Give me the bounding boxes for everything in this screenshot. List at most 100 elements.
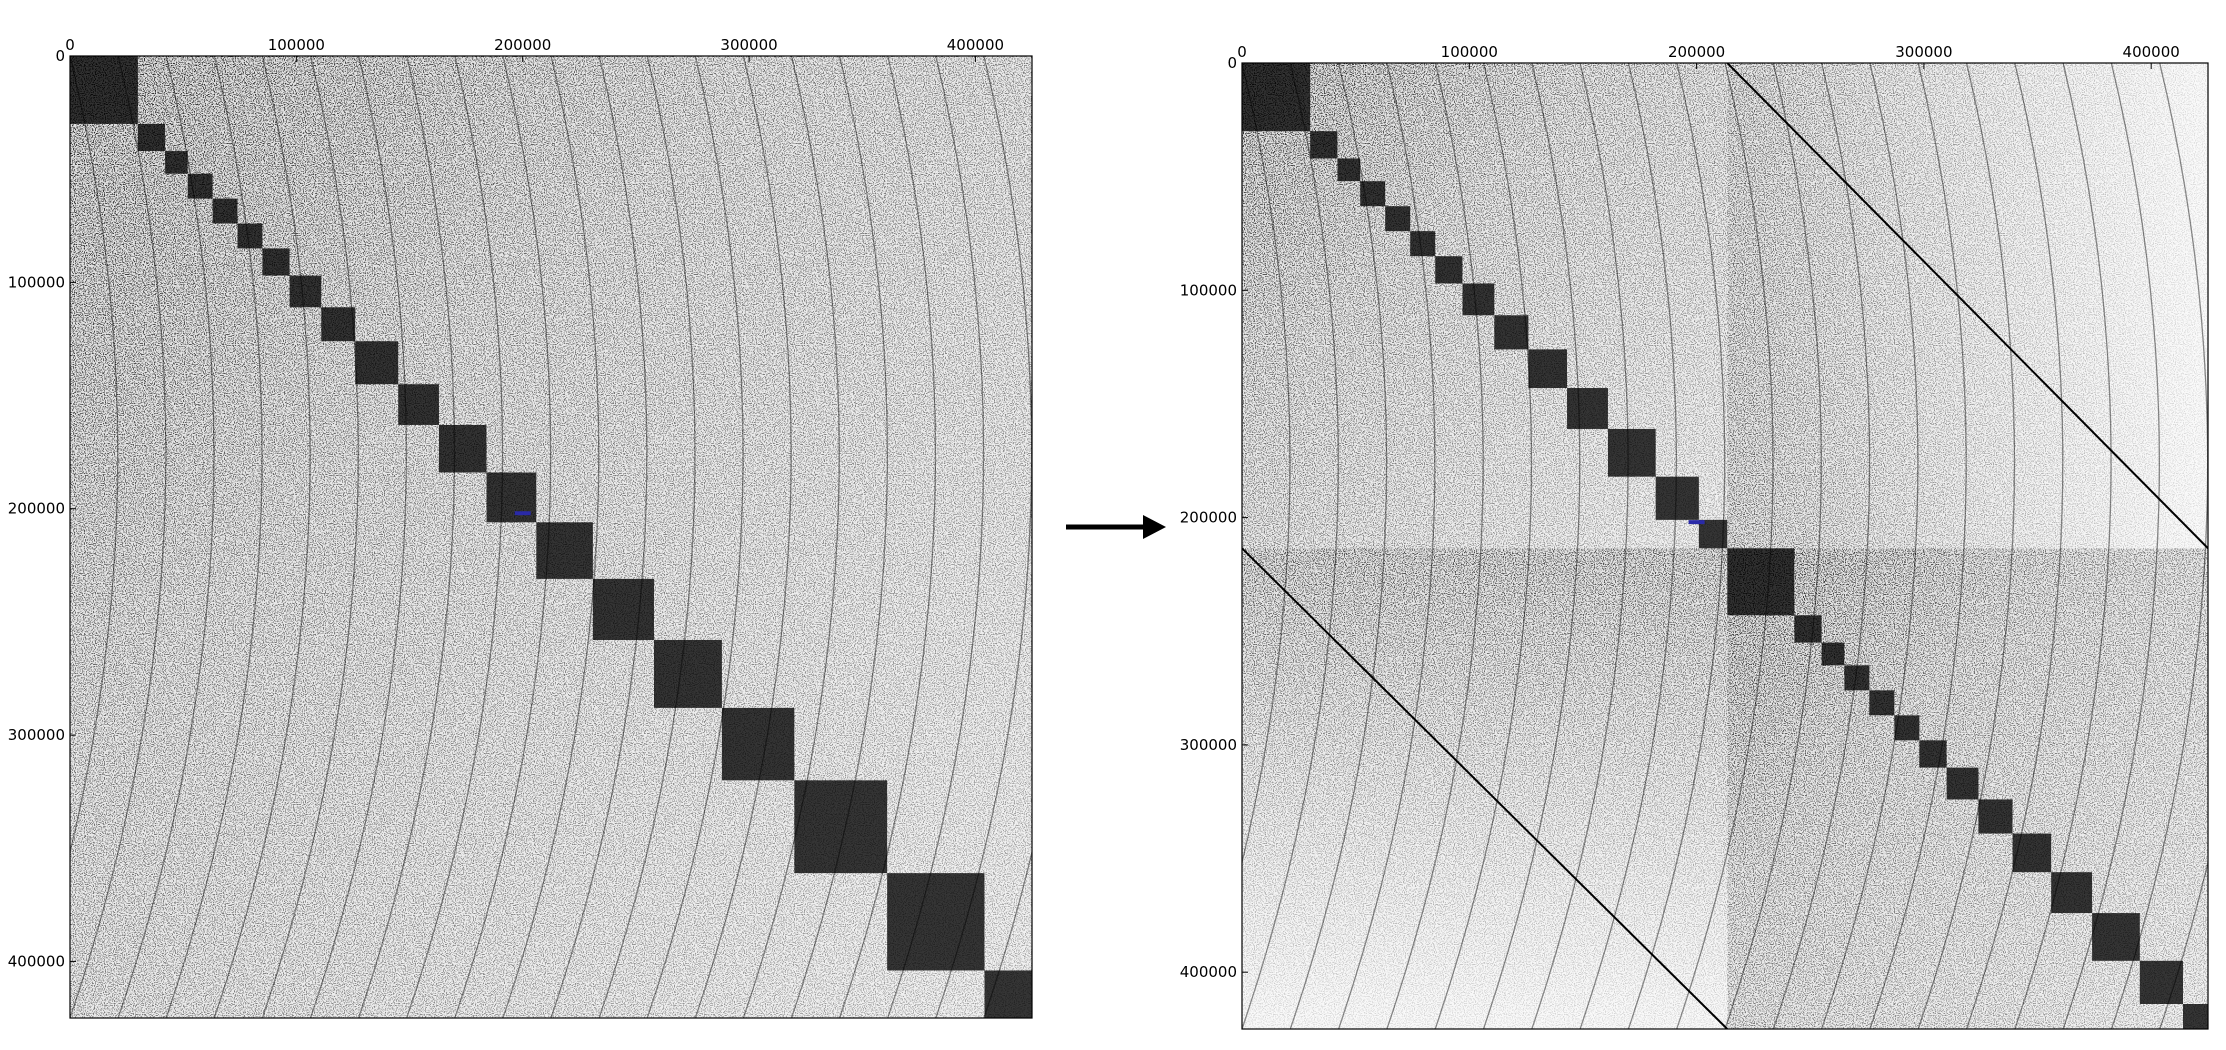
streak-line [742, 56, 840, 1018]
diagonal-block [794, 780, 888, 874]
diagonal-block [1337, 158, 1361, 182]
diagonal-block [237, 223, 263, 249]
diagonal-block [536, 522, 593, 579]
y-tick-label: 400000 [1180, 963, 1237, 981]
diagonal-block [653, 639, 722, 708]
x-tick-label: 200000 [494, 36, 551, 54]
streak-line [357, 56, 456, 1018]
diagonal-block [887, 873, 985, 971]
diagonal-block [1844, 665, 1870, 691]
streak-line [1434, 63, 1533, 1029]
streak-line [1869, 63, 1967, 1029]
diagonal-block [137, 123, 166, 152]
axes-frame [1241, 62, 2209, 1030]
diagonal-block [212, 198, 238, 224]
blue-marker [514, 511, 531, 516]
y-tick-label: 300000 [1180, 736, 1237, 754]
x-tick-label: 100000 [1441, 43, 1498, 61]
y-tick-label: 200000 [1180, 509, 1237, 527]
diagonal-block [1310, 131, 1338, 159]
diagonal-block [1869, 690, 1895, 716]
diagonal-block [1242, 63, 1311, 132]
diagonal-block [438, 424, 487, 473]
streak-line [213, 56, 311, 1018]
streak-line [1965, 63, 2064, 1029]
diagonal-block [592, 578, 654, 640]
off-diagonal-line [1242, 547, 1728, 1029]
streak-line [1772, 63, 1871, 1029]
y-tick-label: 0 [55, 47, 65, 65]
diagonal-block [1978, 799, 2013, 834]
x-tick-label: 300000 [720, 36, 777, 54]
streak-line [1386, 63, 1484, 1029]
diagonal-block [1727, 548, 1795, 616]
diagonal-block [1607, 428, 1656, 477]
streak-line [502, 56, 600, 1018]
streak-line [983, 56, 1032, 1018]
streak-line [790, 56, 889, 1018]
diagonal-block [1528, 349, 1568, 389]
streak-line [646, 56, 744, 1018]
diagonal-block [1946, 767, 1979, 800]
streak-line [1917, 63, 2016, 1029]
diagonal-block [2092, 913, 2140, 961]
diagonal-block [321, 307, 356, 342]
diagonal-block [1821, 642, 1845, 666]
streak-line [598, 56, 696, 1018]
x-tick-label: 100000 [268, 36, 325, 54]
diagonal-block [2012, 833, 2052, 873]
streak-line [309, 56, 408, 1018]
diagonal-block [1435, 256, 1463, 284]
x-tick-label: 0 [65, 36, 75, 54]
diagonal-block [1794, 615, 1822, 643]
diagonal-block [1894, 715, 1920, 741]
streak-line [1242, 63, 1339, 1029]
diagonal-block [289, 275, 322, 308]
streak-line [261, 56, 359, 1018]
x-tick-label: 300000 [1895, 43, 1952, 61]
diagonal-block [398, 384, 439, 425]
y-tick-label: 100000 [8, 273, 65, 291]
streak-line [70, 56, 119, 855]
y-tick-label: 100000 [1180, 281, 1237, 299]
diagonal-block [1385, 206, 1411, 232]
diagonal-block [1494, 315, 1529, 350]
x-tick-label: 0 [1237, 43, 1247, 61]
diagonal-block [262, 248, 290, 276]
streak-line [1579, 63, 1678, 1029]
streak-line [70, 56, 167, 1018]
streak-line [1531, 63, 1629, 1029]
axes-frame [69, 55, 1033, 1019]
diagonal-block [355, 341, 399, 385]
spy-plot-original: 0 100000 200000 300000 400000 0 100000 200000 30… [8, 36, 1033, 1019]
diagonal-block [1462, 283, 1495, 316]
y-tick-label: 300000 [8, 726, 65, 744]
x-tick-label: 400000 [2123, 43, 2180, 61]
x-tick-label: 200000 [1668, 43, 1725, 61]
y-tick-label: 400000 [8, 952, 65, 970]
y-tick-label: 0 [1227, 54, 1237, 72]
streak-line [1676, 63, 1774, 1029]
diagonal-block [721, 707, 795, 781]
streak-line [1820, 63, 1919, 1029]
diagonal-block [1655, 476, 1699, 520]
diagonal-block [1360, 181, 1386, 207]
diagonal-block [187, 173, 213, 199]
diagonal-block [2051, 872, 2093, 914]
right-arrow-icon [1066, 515, 1166, 539]
streak-line [406, 56, 504, 1018]
diagonal-block [1698, 519, 1728, 549]
spy-plot-partitioned: 0 100000 200000 300000 400000 0 100000 200000 30… [1180, 43, 2209, 1030]
diagonal-block [70, 56, 138, 124]
streak-line [1242, 63, 1291, 865]
streak-line [838, 56, 937, 1018]
streak-line [1724, 63, 1822, 1029]
streak-line [1031, 1015, 1032, 1018]
streak-line [2159, 63, 2208, 1029]
streak-line [550, 56, 648, 1018]
streak-line [2062, 63, 2161, 1029]
streak-line [2207, 1026, 2208, 1029]
diagonal-block [1567, 388, 1608, 429]
diagonal-block [165, 151, 188, 174]
